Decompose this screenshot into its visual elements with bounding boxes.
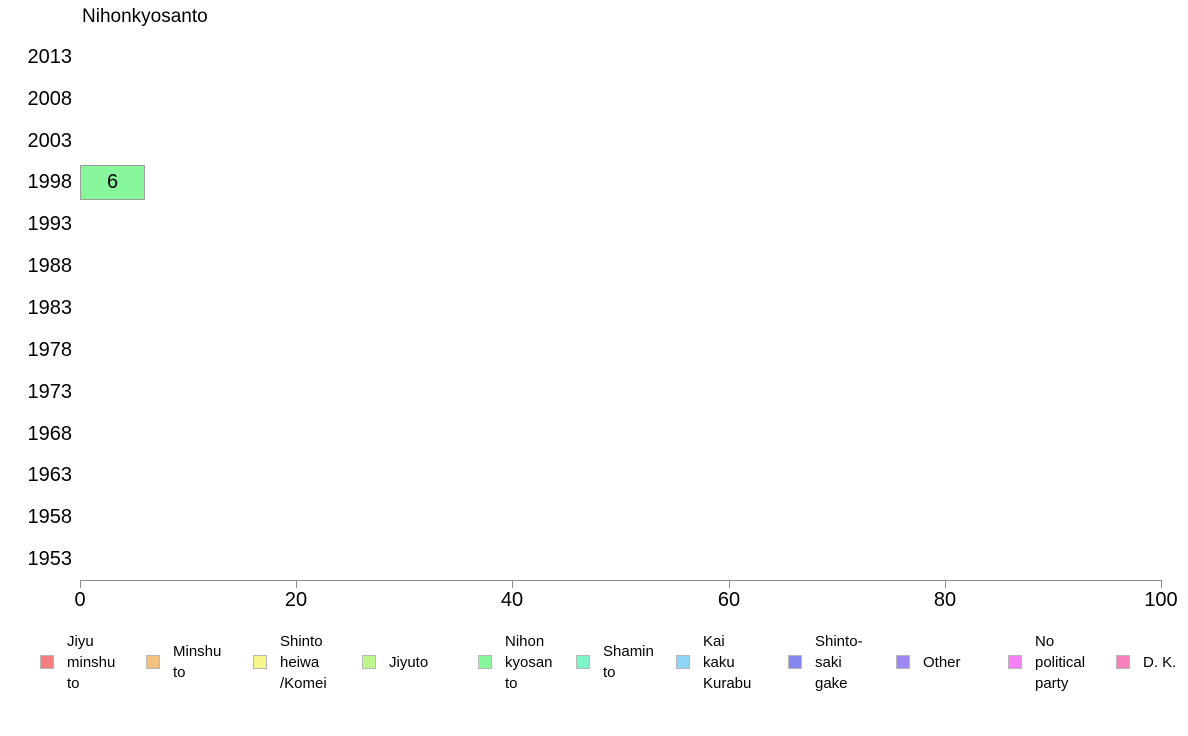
legend-swatch-no-political-party — [1008, 655, 1022, 669]
legend-item-shinto-heiwa-komei: Shinto heiwa /Komei — [253, 629, 327, 695]
legend-label-jiyu-minshu-to: Jiyu minshu to — [67, 632, 116, 692]
x-tick-label-40: 40 — [500, 589, 524, 611]
x-tick-20 — [296, 580, 297, 588]
x-tick-40 — [512, 580, 513, 588]
x-tick-80 — [945, 580, 946, 588]
legend-label-jiyuto: Jiyuto — [389, 653, 429, 671]
y-axis-label-1958: 1958 — [27, 506, 73, 529]
legend-item-jiyu-minshu-to: Jiyu minshu to — [40, 629, 115, 695]
legend-item-nihon-kyosan-to: Nihon kyosan to — [478, 629, 553, 695]
legend-swatch-shinto-sakigake — [788, 655, 802, 669]
legend-item-shinto-sakigake: Shinto- saki gake — [788, 629, 863, 695]
legend-label-shamin-to: Shamin to — [603, 643, 654, 681]
legend-item-kai-kaku-kurabu: Kai kaku Kurabu — [676, 629, 751, 695]
legend-swatch-minshu-to — [146, 655, 160, 669]
x-tick-0 — [80, 580, 81, 588]
x-tick-label-80: 80 — [933, 589, 957, 611]
y-axis-label-1973: 1973 — [27, 380, 73, 403]
x-tick-label-0: 0 — [74, 589, 86, 611]
legend-swatch-d-k — [1116, 655, 1130, 669]
legend-item-d-k: D. K. — [1116, 629, 1176, 695]
legend-swatch-shinto-heiwa-komei — [253, 655, 267, 669]
legend-label-minshu-to: Minshu to — [173, 643, 222, 681]
x-tick-100 — [1161, 580, 1162, 588]
y-axis-label-1963: 1963 — [27, 464, 73, 487]
legend-item-jiyuto: Jiyuto — [362, 629, 428, 695]
y-axis-label-2008: 2008 — [27, 87, 73, 110]
legend-item-minshu-to: Minshu to — [146, 629, 221, 695]
legend-label-no-political-party: No political party — [1035, 632, 1086, 692]
bar-value-label: 6 — [106, 170, 119, 193]
y-axis-label-1998: 1998 — [27, 171, 73, 194]
y-axis-label-1953: 1953 — [27, 548, 73, 571]
y-axis-label-2013: 2013 — [27, 45, 73, 68]
legend-item-no-political-party: No political party — [1008, 629, 1085, 695]
x-tick-label-100: 100 — [1144, 589, 1178, 611]
x-axis-line — [80, 580, 1162, 581]
legend-label-other: Other — [923, 653, 961, 671]
legend-item-shamin-to: Shamin to — [576, 629, 654, 695]
legend-swatch-other — [896, 655, 910, 669]
y-axis-label-1983: 1983 — [27, 297, 73, 319]
legend-swatch-jiyuto — [362, 655, 376, 669]
y-axis-label-1978: 1978 — [27, 338, 73, 361]
legend-swatch-shamin-to — [576, 655, 590, 669]
bar-1998: 6 — [80, 164, 145, 200]
x-tick-label-20: 20 — [284, 589, 308, 611]
legend-swatch-kai-kaku-kurabu — [676, 655, 690, 669]
legend-label-kai-kaku-kurabu: Kai kaku Kurabu — [703, 632, 752, 692]
legend-label-nihon-kyosan-to: Nihon kyosan to — [505, 632, 553, 692]
legend-swatch-jiyu-minshu-to — [40, 655, 54, 669]
legend-label-d-k: D. K. — [1143, 653, 1177, 671]
y-axis-label-1988: 1988 — [27, 255, 73, 278]
y-axis-label-1993: 1993 — [27, 213, 73, 236]
legend-swatch-nihon-kyosan-to — [478, 655, 492, 669]
legend-label-shinto-sakigake: Shinto- saki gake — [815, 632, 863, 692]
y-axis-label-1968: 1968 — [27, 422, 73, 445]
legend-item-other: Other — [896, 629, 961, 695]
y-axis-label-2003: 2003 — [27, 129, 73, 152]
x-tick-label-60: 60 — [717, 589, 741, 611]
legend-label-shinto-heiwa-komei: Shinto heiwa /Komei — [280, 632, 327, 692]
chart-title: Nihonkyosanto — [82, 6, 208, 27]
x-tick-60 — [729, 580, 730, 588]
